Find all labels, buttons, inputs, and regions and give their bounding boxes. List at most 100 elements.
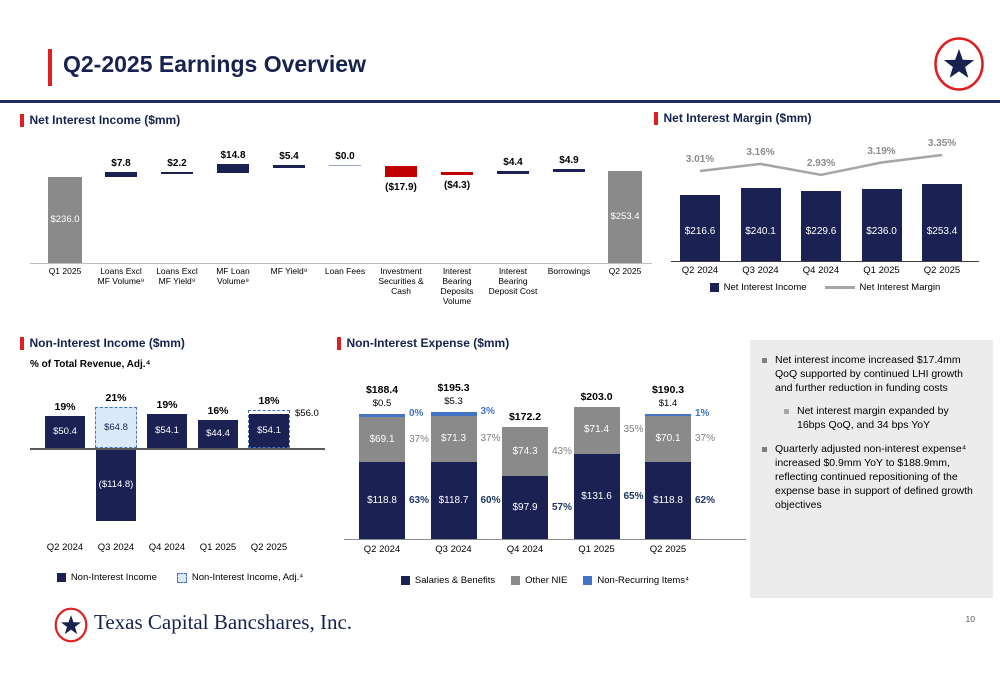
nie-other-bar: $71.4 xyxy=(573,407,620,454)
bar-value-label: $50.4 xyxy=(53,426,77,438)
company-name: Texas Capital Bancshares, Inc. xyxy=(94,610,353,634)
line-point-label: 3.35% xyxy=(927,138,957,150)
x-axis-label: Q1 2025 xyxy=(199,542,237,553)
nii-adj-outline xyxy=(248,409,290,448)
pct-label-other: 37% xyxy=(409,433,430,445)
waterfall-total-bar: $253.4 xyxy=(608,170,642,263)
bar-value-label: $74.3 xyxy=(512,445,538,457)
nii-bar: $50.4 xyxy=(45,416,85,448)
section-title-text: Non-Interest Income ($mm) xyxy=(29,336,185,350)
x-axis-label: MF Yield⁹ xyxy=(270,266,308,276)
page-number: 10 xyxy=(965,614,975,624)
pct-label-other: 43% xyxy=(552,445,573,457)
nim-bar xyxy=(740,187,781,261)
legend-label: Non-Interest Income xyxy=(70,572,157,583)
section-accent-bar xyxy=(20,113,24,127)
bar-value-label: $64.8 xyxy=(104,421,128,433)
pct-label-salaries: 60% xyxy=(480,495,501,507)
x-axis-label: Loans Excl MF Volume⁹ xyxy=(97,266,145,287)
bar-value-label: ($4.3) xyxy=(443,179,471,191)
non-interest-income-chart: $50.4 19% ($114.8) $64.8 21% $54.1 19% $44.4 16%… xyxy=(30,392,325,540)
nim-legend: Net Interest Income Net Interest Margin xyxy=(675,282,975,293)
waterfall-delta-bar xyxy=(385,165,417,177)
nii-bar: $54.1 xyxy=(249,413,289,448)
legend-swatch-icon xyxy=(400,576,410,585)
x-axis-label: Q2 2025 xyxy=(250,542,288,553)
x-axis-label: Borrowings xyxy=(547,266,591,276)
commentary-sub-bullet: Net interest margin expanded by 16bps Qo… xyxy=(784,405,979,433)
section-title-text: Non-Interest Expense ($mm) xyxy=(346,336,510,350)
pct-label-other: 37% xyxy=(480,432,501,444)
bar-value-label: ($17.9) xyxy=(385,181,417,193)
x-axis-label: Q2 2024 xyxy=(681,265,719,276)
nie-other-bar: $71.3 xyxy=(430,415,477,463)
section-title-text: Net Interest Income ($mm) xyxy=(29,113,181,127)
bar-value-label: $216.6 xyxy=(684,226,716,237)
legend-swatch-icon xyxy=(583,576,593,585)
nim-line xyxy=(699,153,943,177)
nie-salaries-bar: $118.8 xyxy=(359,462,405,540)
nim-x-axis: Q2 2024 Q3 2024 Q4 2024 Q1 2025 Q2 2025 xyxy=(675,265,975,279)
commentary-panel: Net interest income increased $17.4mm Qo… xyxy=(750,340,993,598)
bar-value-label: $118.7 xyxy=(438,495,469,507)
nii-bar: ($114.8) xyxy=(96,448,136,521)
nii-subtitle: % of Total Revenue, Adj.⁴ xyxy=(30,359,151,370)
bullet-marker-icon xyxy=(784,408,789,414)
legend-item: Non-Interest Income, Adj.⁴ xyxy=(176,572,304,583)
x-axis-label: Q3 2024 xyxy=(435,544,472,555)
bar-value-label: $97.9 xyxy=(512,501,538,513)
nie-other-bar: $70.1 xyxy=(645,416,691,463)
nonrecurring-value-label: $1.4 xyxy=(658,397,678,409)
pct-label: 19% xyxy=(156,398,178,411)
section-accent-bar xyxy=(654,111,658,125)
legend-label: Other NIE xyxy=(525,575,568,586)
header-divider xyxy=(0,100,1000,103)
bar-value-label: $7.8 xyxy=(111,158,131,170)
bar-value-label: $4.4 xyxy=(503,157,523,169)
adj-annotation: $56.0 xyxy=(295,407,319,419)
x-axis-label: Q2 2025 xyxy=(923,265,961,276)
bar-value-label: $14.8 xyxy=(220,150,246,162)
bar-value-label: $118.8 xyxy=(367,495,397,507)
bar-value-label: $5.4 xyxy=(279,150,299,162)
total-label: $203.0 xyxy=(580,391,613,404)
total-label: $195.3 xyxy=(437,382,470,395)
nii-x-axis: Q2 2024 Q3 2024 Q4 2024 Q1 2025 Q2 2025 xyxy=(35,542,325,556)
pct-label-salaries: 63% xyxy=(409,495,430,507)
nii-bar: $44.4 xyxy=(198,420,238,448)
x-axis-label: Q4 2024 xyxy=(802,265,840,276)
pct-label: 18% xyxy=(258,394,280,407)
nii-adj-bar: $64.8 xyxy=(95,407,137,448)
section-title-text: Net Interest Margin ($mm) xyxy=(663,111,812,125)
nie-other-bar: $69.1 xyxy=(359,416,405,463)
pct-label-other: 35% xyxy=(623,424,644,436)
section-accent-bar xyxy=(20,336,24,350)
nie-salaries-bar: $97.9 xyxy=(502,475,548,540)
bar-value-label: $44.4 xyxy=(206,428,230,439)
commentary-bullet: Net interest income increased $17.4mm Qo… xyxy=(762,354,979,396)
nii-legend: Non-Interest Income Non-Interest Income, … xyxy=(15,572,345,583)
bullet-text: Net interest income increased $17.4mm Qo… xyxy=(775,354,963,394)
x-axis-label: Q3 2024 xyxy=(742,265,779,276)
legend-swatch-icon xyxy=(511,576,521,585)
x-axis-line xyxy=(30,263,652,264)
waterfall-delta-bar xyxy=(329,164,361,166)
pct-label-salaries: 57% xyxy=(552,501,573,513)
waterfall-delta-bar xyxy=(553,169,585,173)
x-axis-label: MF Loan Volume⁹ xyxy=(216,266,250,287)
bar-value-label: $118.8 xyxy=(653,495,683,507)
waterfall-delta-bar xyxy=(217,164,249,174)
nim-bar xyxy=(801,190,841,261)
bar-value-label: $4.9 xyxy=(559,155,579,167)
bullet-text: Quarterly adjusted non-interest expense⁴… xyxy=(775,442,973,511)
bullet-marker-icon xyxy=(762,446,767,452)
legend-label: Non-Interest Income, Adj.⁴ xyxy=(191,572,304,583)
legend-item: Net Interest Margin xyxy=(824,282,940,293)
legend-item: Salaries & Benefits xyxy=(400,575,495,586)
bar-value-label: $236.0 xyxy=(866,226,897,237)
nie-other-bar: $74.3 xyxy=(502,427,548,476)
bar-value-label: $71.3 xyxy=(440,432,467,444)
x-axis-label: Q4 2024 xyxy=(506,544,544,555)
net-interest-margin-chart: $216.6 $240.1 $229.6 $236.0 $253.4 3.01% 3.16%… xyxy=(671,138,979,262)
